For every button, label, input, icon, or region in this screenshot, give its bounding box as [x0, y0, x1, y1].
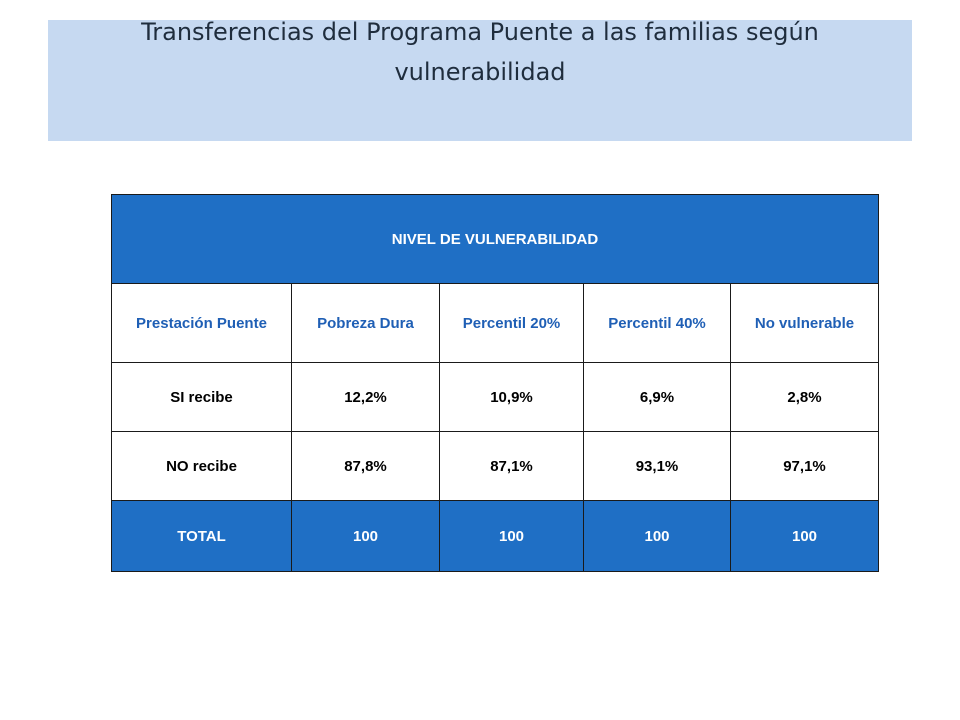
- slide-title-line-2: vulnerabilidad: [394, 58, 566, 86]
- total-label: TOTAL: [111, 500, 292, 572]
- column-header: No vulnerable: [730, 283, 879, 363]
- table-cell: 97,1%: [730, 431, 879, 501]
- total-cell: 100: [291, 500, 440, 572]
- table-row: NO recibe 87,8% 87,1% 93,1% 97,1%: [111, 431, 879, 501]
- table-header-row: Prestación Puente Pobreza Dura Percentil…: [111, 283, 879, 363]
- table-cell: 2,8%: [730, 362, 879, 432]
- slide-title: Transferencias del Programa Puente a las…: [48, 12, 912, 92]
- total-cell: 100: [439, 500, 584, 572]
- table-cell: 87,1%: [439, 431, 584, 501]
- column-header: Percentil 40%: [583, 283, 731, 363]
- table-cell: 93,1%: [583, 431, 731, 501]
- column-header: Prestación Puente: [111, 283, 292, 363]
- slide-title-line-1: Transferencias del Programa Puente a las…: [141, 18, 819, 46]
- table-cell: 12,2%: [291, 362, 440, 432]
- table-total-row: TOTAL 100 100 100 100: [111, 500, 879, 572]
- total-cell: 100: [583, 500, 731, 572]
- table-cell: 10,9%: [439, 362, 584, 432]
- row-label: NO recibe: [111, 431, 292, 501]
- table-band-row: NIVEL DE VULNERABILIDAD: [111, 194, 879, 284]
- table-cell: 6,9%: [583, 362, 731, 432]
- table-row: SI recibe 12,2% 10,9% 6,9% 2,8%: [111, 362, 879, 432]
- vulnerability-table: NIVEL DE VULNERABILIDAD Prestación Puent…: [111, 194, 879, 572]
- band-header-cell: NIVEL DE VULNERABILIDAD: [111, 194, 879, 284]
- column-header: Percentil 20%: [439, 283, 584, 363]
- title-band: [48, 20, 912, 141]
- table-cell: 87,8%: [291, 431, 440, 501]
- row-label: SI recibe: [111, 362, 292, 432]
- column-header: Pobreza Dura: [291, 283, 440, 363]
- total-cell: 100: [730, 500, 879, 572]
